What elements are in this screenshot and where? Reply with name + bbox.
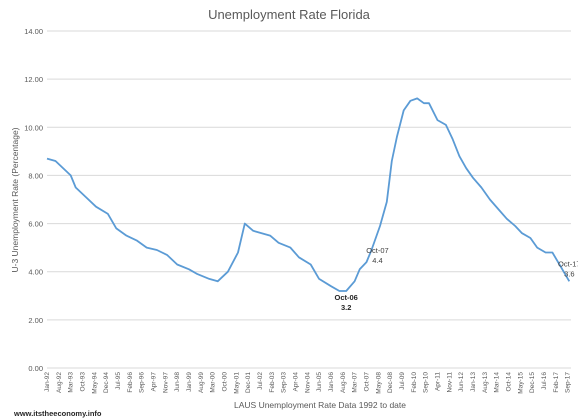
x-tick-label: Nov-97 [162,372,169,393]
x-tick-label: Jul-09 [399,372,406,390]
credit-label: www.itstheeconomy.info [13,409,102,418]
x-tick-label: May-15 [517,372,524,394]
x-tick-label: Jun-12 [458,372,465,392]
x-tick-label: Jul-02 [257,372,264,390]
x-tick-label: Mar-93 [68,372,75,393]
x-tick-label: Jan-92 [44,372,51,392]
annotation-value: 4.4 [372,256,382,265]
y-tick-label: 2.00 [28,316,43,325]
x-tick-label: Feb-17 [553,372,560,393]
x-tick-label: May-08 [375,372,382,394]
x-tick-label: Sep-03 [281,372,288,393]
annotations: Oct-063.2 Oct-074.4 Oct-173.6 [335,246,578,312]
x-axis-title: LAUS Unemployment Rate Data 1992 to date [234,400,406,410]
x-tick-label: Apr-04 [292,372,299,392]
x-tick-label: Dec-15 [529,372,536,393]
x-tick-label: Oct-14 [505,372,512,392]
data-series [46,97,571,292]
y-gridlines [47,30,571,369]
x-tick-label: Jul-16 [541,372,548,390]
x-tick-label: Jun-05 [316,372,323,392]
x-tick-label: Sep-10 [423,372,430,393]
y-tick-label: 6.00 [28,220,43,229]
x-tick-label: Aug-06 [340,372,347,393]
x-tick-label: Aug-99 [198,372,205,393]
y-tick-labels: 0.00 2.00 4.00 6.00 8.00 10.00 12.00 14.00 [24,27,43,373]
x-tick-label: Sep-17 [565,372,572,393]
x-tick-label: Jan-06 [328,372,335,392]
x-tick-label: Mar-07 [352,372,359,393]
annotation-value: 3.6 [564,269,574,278]
x-tick-label: Jun-98 [174,372,181,392]
x-tick-label: Dec-01 [245,372,252,393]
x-tick-label: Oct-93 [79,372,86,392]
x-tick-label: Mar-00 [210,372,217,393]
x-tick-label: Jul-95 [115,372,122,390]
x-tick-label: Nov-11 [446,372,453,393]
x-tick-label: May-01 [233,372,240,394]
x-tick-label: Feb-10 [411,372,418,393]
y-tick-label: 10.00 [24,123,43,132]
x-tick-label: Feb-96 [127,372,134,393]
x-tick-label: Sep-96 [139,372,146,393]
x-tick-label: Oct-00 [221,372,228,392]
x-tick-label: Dec-08 [387,372,394,393]
x-tick-label: Mar-14 [494,372,501,393]
x-tick-labels: Jan-92 Aug-92 Mar-93 Oct-93 May-94 Dec-94 Jul-… [44,372,572,394]
x-tick-label: Jan-99 [186,372,193,392]
x-tick-label: Oct-07 [363,372,370,392]
x-tick-label: Apr-97 [150,372,157,392]
y-tick-label: 8.00 [28,171,43,180]
x-tick-label: Feb-03 [269,372,276,393]
y-tick-label: 14.00 [24,27,43,36]
x-tick-label: Aug-13 [482,372,489,393]
x-tick-label: Nov-04 [304,372,311,393]
x-tick-label: May-94 [91,372,98,394]
chart-title: Unemployment Rate Florida [208,7,371,22]
x-tick-label: Dec-94 [103,372,110,393]
y-tick-label: 4.00 [28,268,43,277]
annotation-date: Oct-06 [335,293,358,302]
annotation-date: Oct-07 [366,246,389,255]
y-tick-label: 12.00 [24,75,43,84]
x-tick-label: Apr-11 [434,372,441,391]
series-line [46,97,571,292]
y-axis-title: U-3 Unemployment Rate (Percentage) [10,127,20,272]
x-tick-label: Aug-92 [56,372,63,393]
annotation-value: 3.2 [341,303,351,312]
annotation-date: Oct-17 [558,259,578,268]
x-tick-label: Jan-13 [470,372,477,392]
y-tick-label: 0.00 [28,364,43,373]
